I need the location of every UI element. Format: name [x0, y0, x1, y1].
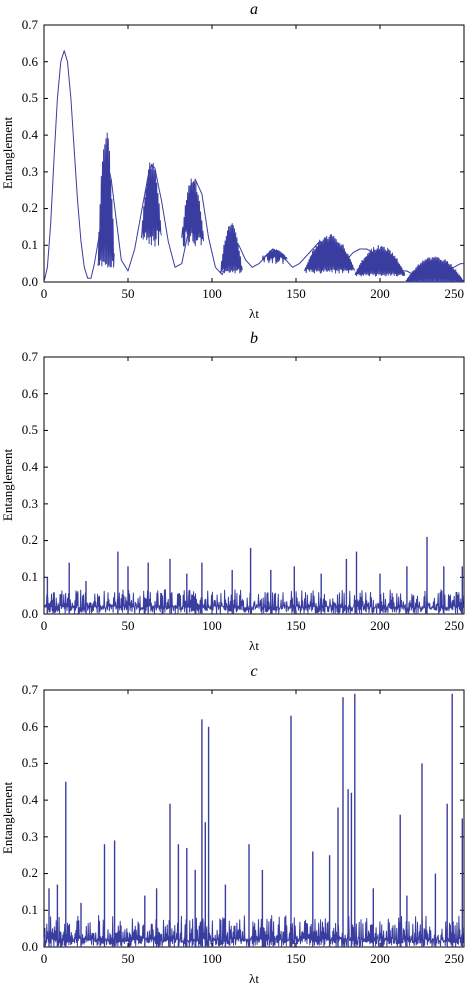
series-marks-b — [43, 356, 465, 615]
y-tick-label: 0.3 — [22, 496, 38, 511]
x-tick-label: 50 — [122, 618, 135, 633]
x-axis-label-a: λt — [249, 306, 259, 321]
y-tick-label: 0.0 — [22, 274, 38, 289]
plot-frame-c — [43, 689, 465, 948]
oscillation-band — [97, 132, 115, 268]
y-tick-label: 0.3 — [22, 829, 38, 844]
x-tick-label: 150 — [286, 618, 306, 633]
oscillation-band — [354, 245, 406, 277]
x-tick-label: 0 — [41, 618, 48, 633]
x-tick-label: 250 — [445, 618, 465, 633]
y-ticks-a: 0.0 0.1 0.2 0.3 0.4 0.5 0.6 0.7 — [22, 17, 39, 289]
x-tick-label: 200 — [370, 286, 390, 301]
y-tick-label: 0.1 — [22, 237, 38, 252]
series-line — [43, 50, 464, 283]
y-tick-label: 0.7 — [22, 17, 39, 32]
x-axis-label-b: λt — [249, 638, 259, 653]
y-axis-label-b: Entanglement — [0, 449, 15, 522]
y-tick-label: 0.6 — [22, 719, 39, 734]
oscillation-band — [181, 178, 204, 247]
chart-panel-a: a 0 50 100 150 200 250 0.0 0.1 0.2 0.3 0… — [0, 1, 465, 321]
y-tick-label: 0.5 — [22, 90, 38, 105]
y-tick-label: 0.4 — [22, 459, 39, 474]
oscillation-band — [405, 256, 464, 283]
chart-title-a: a — [250, 1, 258, 18]
y-tick-label: 0.7 — [22, 349, 39, 364]
y-tick-label: 0.4 — [22, 127, 39, 142]
x-axis-label-c: λt — [249, 971, 259, 986]
x-tick-label: 0 — [41, 951, 48, 966]
y-ticks-b: 0.0 0.1 0.2 0.3 0.4 0.5 0.6 0.7 — [22, 349, 39, 621]
x-tick-label: 200 — [370, 951, 390, 966]
y-tick-label: 0.5 — [22, 422, 38, 437]
y-tick-label: 0.7 — [22, 682, 39, 697]
y-tick-label: 0.2 — [22, 532, 38, 547]
chart-title-c: c — [250, 663, 257, 680]
plot-frame-b — [43, 356, 465, 615]
x-tick-label: 100 — [202, 618, 222, 633]
x-tick-label: 100 — [202, 286, 222, 301]
x-tick-label: 50 — [122, 286, 135, 301]
y-tick-label: 0.2 — [22, 200, 38, 215]
y-ticks-c: 0.0 0.1 0.2 0.3 0.4 0.5 0.6 0.7 — [22, 682, 39, 954]
y-tick-label: 0.5 — [22, 755, 38, 770]
y-axis-label-a: Entanglement — [0, 117, 15, 190]
plot-frame-a — [43, 24, 465, 283]
oscillation-band — [140, 162, 162, 247]
x-tick-label: 150 — [286, 286, 306, 301]
series-noise — [43, 589, 465, 615]
y-tick-label: 0.6 — [22, 386, 39, 401]
oscillation-band — [219, 223, 243, 274]
y-tick-label: 0.2 — [22, 865, 38, 880]
x-tick-label: 200 — [370, 618, 390, 633]
y-tick-label: 0.1 — [22, 902, 38, 917]
x-tick-label: 50 — [122, 951, 135, 966]
y-axis-label-c: Entanglement — [0, 782, 15, 855]
x-tick-label: 0 — [41, 286, 48, 301]
y-tick-label: 0.0 — [22, 606, 38, 621]
x-ticks-c: 0 50 100 150 200 250 — [41, 951, 464, 966]
x-ticks-a: 0 50 100 150 200 250 — [41, 286, 464, 301]
y-tick-label: 0.3 — [22, 164, 38, 179]
y-tick-label: 0.1 — [22, 569, 38, 584]
y-tick-label: 0.6 — [22, 54, 39, 69]
y-tick-label: 0.0 — [22, 939, 38, 954]
series-marks-a — [43, 24, 465, 283]
x-tick-label: 250 — [445, 951, 465, 966]
x-tick-label: 150 — [286, 951, 306, 966]
y-tick-label: 0.4 — [22, 792, 39, 807]
chart-panel-c: c 0 50 100 150 200 250 0.0 0.1 0.2 0.3 0… — [0, 663, 465, 986]
x-ticks-b: 0 50 100 150 200 250 — [41, 618, 464, 633]
x-tick-label: 250 — [445, 286, 465, 301]
chart-title-b: b — [250, 330, 258, 347]
oscillation-band — [303, 234, 355, 274]
chart-panel-b: b 0 50 100 150 200 250 0.0 0.1 0.2 0.3 0… — [0, 330, 465, 653]
series-marks-c — [43, 689, 465, 948]
x-tick-label: 100 — [202, 951, 222, 966]
